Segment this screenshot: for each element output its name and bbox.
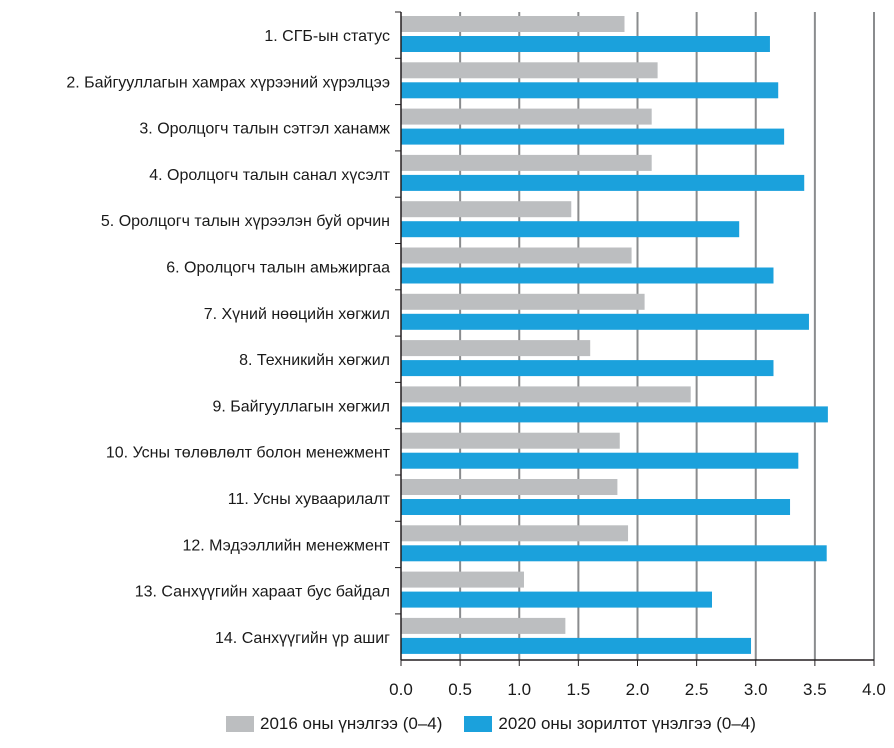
bar-2016 bbox=[401, 16, 625, 32]
category-label: 3. Оролцогч талын сэтгэл ханамж bbox=[139, 121, 390, 138]
bar-2020 bbox=[401, 267, 774, 284]
bar-2020 bbox=[401, 545, 827, 562]
category-label: 5. Оролцогч талын хүрээлэн буй орчин bbox=[101, 213, 390, 230]
x-tick-label: 1.0 bbox=[507, 680, 531, 699]
legend-item-2020: 2020 оны зорилтот үнэлгээ (0–4) bbox=[464, 714, 756, 734]
category-label: 2. Байгууллагын хамрах хүрээний хүрэлцээ bbox=[66, 74, 390, 91]
bar-2020 bbox=[401, 452, 799, 469]
bar-2016 bbox=[401, 340, 591, 357]
legend-swatch-2020 bbox=[464, 716, 493, 732]
bar-2020 bbox=[401, 221, 740, 238]
bar-2020 bbox=[401, 406, 828, 423]
bar-2016 bbox=[401, 154, 652, 171]
bar-2016 bbox=[401, 108, 652, 125]
bar-2020 bbox=[401, 82, 779, 99]
bar-2016 bbox=[401, 247, 632, 264]
bar-2016 bbox=[401, 571, 524, 588]
category-label: 14. Санхүүгийн үр ашиг bbox=[215, 630, 390, 647]
x-tick-label: 3.5 bbox=[803, 680, 827, 699]
x-tick-label: 2.0 bbox=[626, 680, 650, 699]
legend-label-2016: 2016 оны үнэлгээ (0–4) bbox=[260, 714, 443, 733]
bar-2020 bbox=[401, 499, 791, 515]
x-tick-label: 2.5 bbox=[685, 680, 709, 699]
category-label: 13. Санхүүгийн хараат бус байдал bbox=[135, 584, 390, 601]
legend-swatch-2016 bbox=[226, 716, 254, 732]
category-label: 11. Усны хуваарилалт bbox=[228, 491, 391, 508]
bar-2016 bbox=[401, 617, 566, 634]
x-tick-label: 0.0 bbox=[389, 680, 413, 699]
bar-2020 bbox=[401, 591, 712, 608]
bar-2016 bbox=[401, 201, 572, 218]
bar-2020 bbox=[401, 128, 785, 145]
bar-2020 bbox=[401, 360, 774, 377]
category-label: 6. Оролцогч талын амьжиргаа bbox=[166, 260, 390, 277]
category-label: 10. Усны төлөвлөлт болон менежмент bbox=[106, 445, 391, 462]
bar-2020 bbox=[401, 36, 770, 52]
bar-2016 bbox=[401, 432, 620, 449]
bar-2016 bbox=[401, 293, 645, 310]
x-tick-label: 1.5 bbox=[567, 680, 591, 699]
category-label: 8. Техникийн хөгжил bbox=[239, 352, 390, 369]
bar-2020 bbox=[401, 174, 805, 191]
legend-label-2020: 2020 оны зорилтот үнэлгээ (0–4) bbox=[498, 714, 756, 733]
bar-2016 bbox=[401, 479, 618, 495]
category-label: 12. Мэдээллийн менежмент bbox=[182, 537, 390, 554]
bar-2020 bbox=[401, 637, 752, 654]
x-tick-label: 0.5 bbox=[448, 680, 472, 699]
bar-2020 bbox=[401, 313, 809, 330]
legend-item-2016: 2016 оны үнэлгээ (0–4) bbox=[226, 714, 442, 734]
x-tick-label: 3.0 bbox=[744, 680, 768, 699]
category-label: 1. СГБ-ын статус bbox=[264, 28, 390, 45]
bar-2016 bbox=[401, 386, 691, 403]
category-label: 9. Байгууллагын хөгжил bbox=[212, 398, 390, 415]
bar-2016 bbox=[401, 62, 658, 79]
category-label: 7. Хүний нөөцийн хөгжил bbox=[204, 306, 390, 323]
category-label: 4. Оролцогч талын санал хүсэлт bbox=[149, 167, 390, 184]
x-tick-label: 4.0 bbox=[862, 680, 886, 699]
legend: 2016 оны үнэлгээ (0–4) 2020 оны зорилтот… bbox=[226, 714, 756, 734]
bar-2016 bbox=[401, 525, 629, 542]
